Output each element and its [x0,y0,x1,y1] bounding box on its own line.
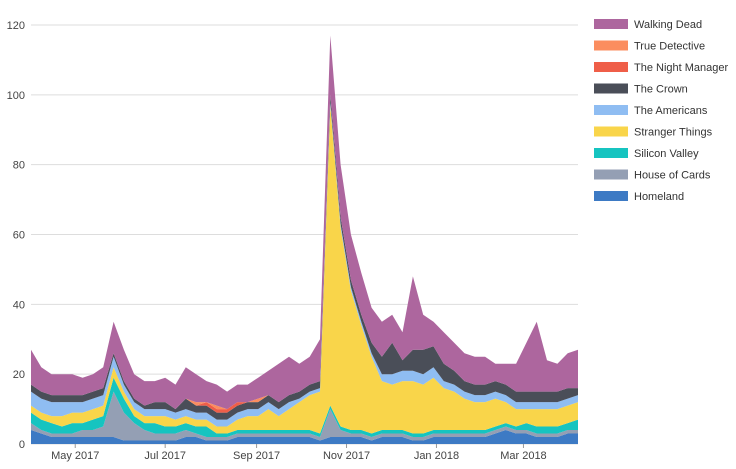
legend-swatch [594,126,628,137]
legend-swatch [594,105,628,115]
x-tick-label: Jan 2018 [414,450,459,462]
x-tick-label: Jul 2017 [144,450,186,462]
legend-item-silicon-valley[interactable]: Silicon Valley [594,148,699,160]
legend[interactable]: Walking Dead True Detective The Night Mana… [594,19,728,203]
y-tick-label: 60 [13,230,25,242]
legend-label: House of Cards [634,170,711,182]
legend-label: Homeland [634,191,684,203]
legend-item-the-night-manager[interactable]: The Night Manager [594,62,728,74]
x-axis-ticks: May 2017 Jul 2017 Sep 2017 Nov 2017 Jan 2018… [51,444,547,462]
legend-item-the-crown[interactable]: The Crown [594,83,688,96]
area-house-of-cards [31,391,578,441]
x-tick-label: Nov 2017 [323,450,370,462]
x-tick-label: May 2017 [51,450,99,462]
legend-swatch [594,62,628,72]
legend-label: Stranger Things [634,127,713,139]
legend-item-true-detective[interactable]: True Detective [594,40,705,53]
legend-label: True Detective [634,41,705,53]
series-areas [31,35,578,444]
x-tick-label: Mar 2018 [500,450,546,462]
x-tick-label: Sep 2017 [233,450,280,462]
legend-label: Walking Dead [634,19,702,31]
legend-item-house-of-cards[interactable]: House of Cards [594,169,711,182]
legend-item-walking-dead[interactable]: Walking Dead [594,19,702,31]
legend-label: The Crown [634,84,688,96]
y-tick-label: 100 [7,90,25,102]
area-walking-dead [31,35,578,410]
legend-swatch [594,19,628,29]
legend-item-the-americans[interactable]: The Americans [594,105,708,117]
y-tick-label: 20 [13,369,25,381]
legend-item-homeland[interactable]: Homeland [594,191,684,203]
y-tick-label: 40 [13,299,25,311]
y-tick-label: 0 [19,439,25,451]
legend-swatch [594,40,628,51]
legend-swatch [594,169,628,180]
legend-label: The Americans [634,105,708,117]
legend-swatch [594,83,628,94]
legend-swatch [594,191,628,201]
y-tick-label: 80 [13,160,25,172]
y-axis-ticks: 0 20 40 60 80 100 120 [7,20,25,451]
legend-label: Silicon Valley [634,148,699,160]
y-tick-label: 120 [7,20,25,32]
legend-item-stranger-things[interactable]: Stranger Things [594,126,713,139]
legend-label: The Night Manager [634,62,728,74]
legend-swatch [594,148,628,158]
